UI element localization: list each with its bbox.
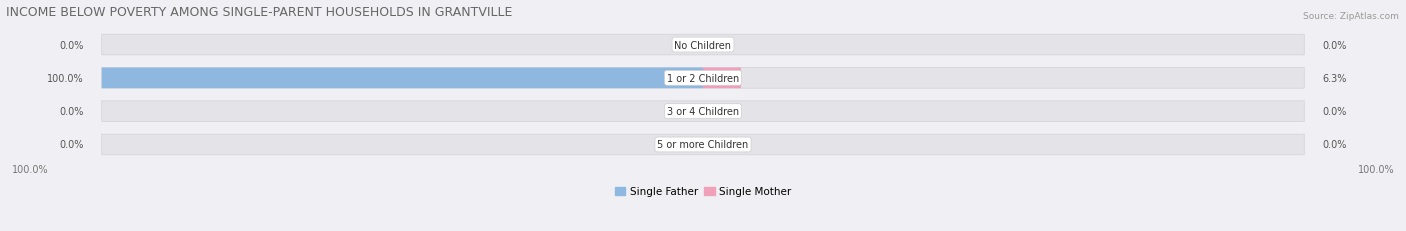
- Text: 0.0%: 0.0%: [1322, 140, 1347, 150]
- Text: 100.0%: 100.0%: [1358, 165, 1395, 175]
- FancyBboxPatch shape: [101, 135, 1305, 155]
- Text: 1 or 2 Children: 1 or 2 Children: [666, 73, 740, 83]
- Text: 5 or more Children: 5 or more Children: [658, 140, 748, 150]
- Text: 0.0%: 0.0%: [1322, 40, 1347, 50]
- Text: 0.0%: 0.0%: [59, 140, 84, 150]
- Text: 100.0%: 100.0%: [11, 165, 48, 175]
- Text: 100.0%: 100.0%: [46, 73, 84, 83]
- Text: No Children: No Children: [675, 40, 731, 50]
- Text: INCOME BELOW POVERTY AMONG SINGLE-PARENT HOUSEHOLDS IN GRANTVILLE: INCOME BELOW POVERTY AMONG SINGLE-PARENT…: [6, 6, 512, 18]
- Text: 0.0%: 0.0%: [59, 40, 84, 50]
- Text: 0.0%: 0.0%: [1322, 107, 1347, 117]
- FancyBboxPatch shape: [101, 101, 1305, 122]
- Legend: Single Father, Single Mother: Single Father, Single Mother: [610, 182, 796, 201]
- Text: 6.3%: 6.3%: [1322, 73, 1347, 83]
- FancyBboxPatch shape: [101, 68, 703, 89]
- FancyBboxPatch shape: [101, 68, 1305, 89]
- Text: 3 or 4 Children: 3 or 4 Children: [666, 107, 740, 117]
- Text: Source: ZipAtlas.com: Source: ZipAtlas.com: [1303, 12, 1399, 21]
- FancyBboxPatch shape: [101, 35, 1305, 56]
- Text: 0.0%: 0.0%: [59, 107, 84, 117]
- FancyBboxPatch shape: [703, 68, 741, 89]
